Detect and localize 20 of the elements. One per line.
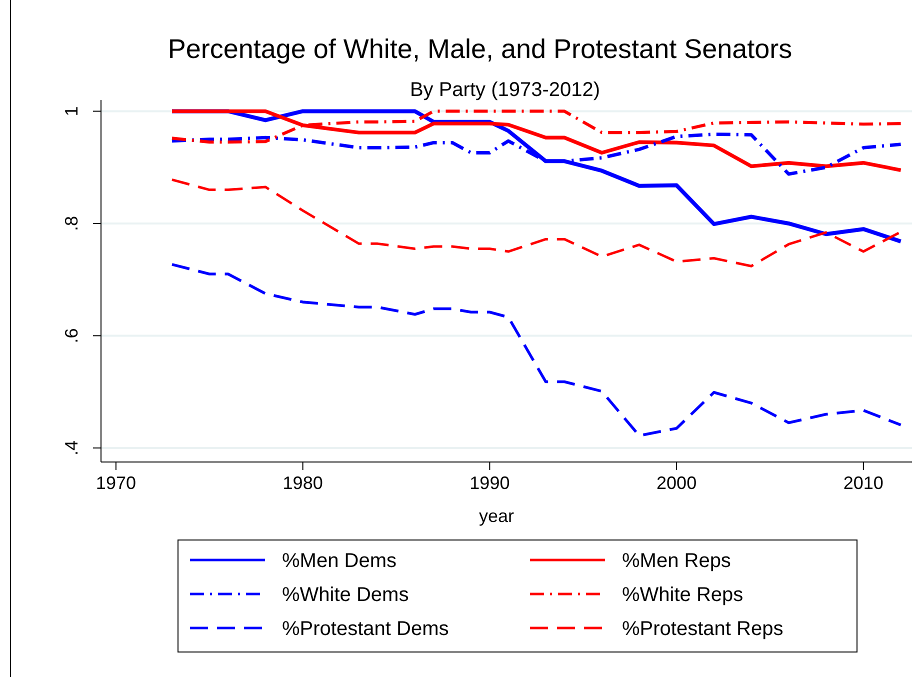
chart-title: Percentage of White, Male, and Protestant Senators [168, 34, 792, 64]
y-tick-label: .8 [61, 216, 82, 231]
x-tick-label: 1990 [470, 472, 510, 493]
y-tick-label: .4 [61, 440, 82, 456]
legend-label: %Protestant Reps [622, 618, 784, 640]
line-series [170, 109, 903, 172]
legend-label: %White Reps [622, 584, 744, 606]
chart-subtitle: By Party (1973-2012) [410, 79, 600, 101]
x-tick-label: 2010 [843, 472, 884, 493]
x-tick-label: 2000 [656, 472, 697, 493]
legend-label: %Protestant Dems [282, 618, 449, 640]
x-axis-title: year [478, 506, 514, 526]
y-tick-label: .6 [61, 328, 82, 344]
legend-label: %Men Dems [282, 550, 396, 572]
line-series [170, 263, 902, 438]
x-tick-label: 1970 [96, 472, 136, 493]
legend-label: %White Dems [282, 584, 409, 606]
legend-label: %Men Reps [622, 550, 731, 572]
y-tick-label: 1 [61, 106, 82, 116]
x-tick-label: 1980 [282, 472, 323, 493]
